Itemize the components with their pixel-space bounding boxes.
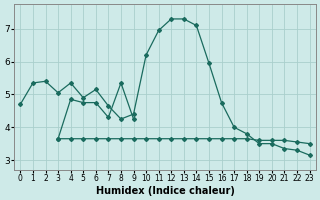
X-axis label: Humidex (Indice chaleur): Humidex (Indice chaleur) [96,186,234,196]
